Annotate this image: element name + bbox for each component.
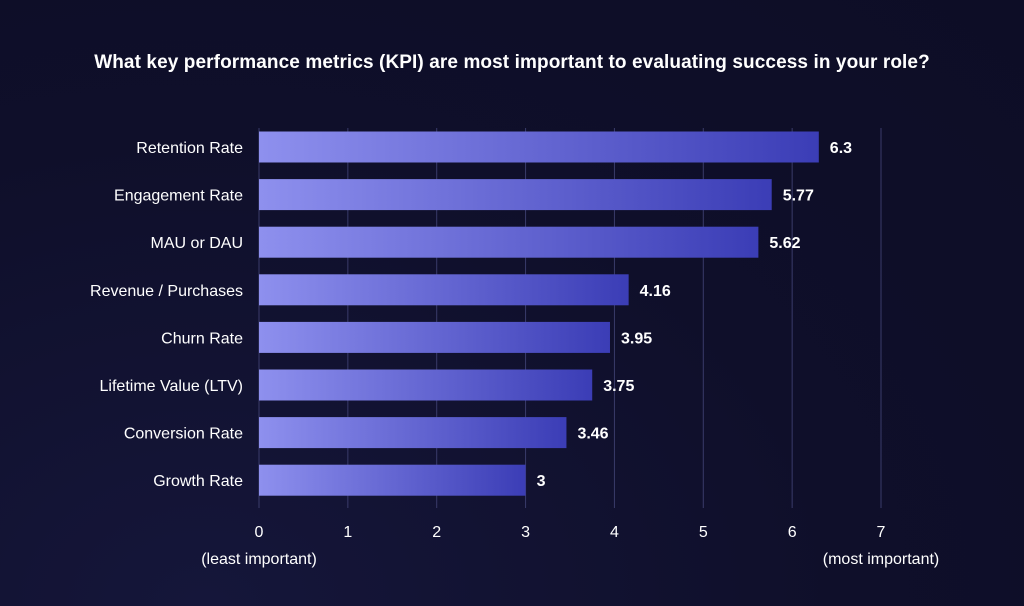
x-tick-label: 6 — [788, 524, 797, 541]
value-label: 6.3 — [830, 140, 852, 157]
bar — [259, 226, 759, 258]
x-tick-label: 2 — [432, 524, 441, 541]
category-label: Engagement Rate — [114, 188, 243, 205]
bar — [259, 274, 629, 306]
x-tick-label: 3 — [521, 524, 530, 541]
category-label: Growth Rate — [153, 473, 243, 490]
x-tick-label: 0 — [255, 524, 264, 541]
x-tick-label: 7 — [877, 524, 886, 541]
category-label: Retention Rate — [136, 140, 243, 157]
category-label: Revenue / Purchases — [90, 283, 243, 300]
category-label: Churn Rate — [161, 330, 243, 347]
x-tick-label: 5 — [699, 524, 708, 541]
x-min-label: (least important) — [201, 551, 317, 568]
value-label: 3.75 — [603, 378, 634, 395]
value-label: 3.95 — [621, 330, 652, 347]
bar — [259, 321, 610, 353]
category-label: Conversion Rate — [124, 426, 243, 443]
chart-title: What key performance metrics (KPI) are m… — [94, 52, 930, 73]
bar — [259, 131, 819, 163]
bar — [259, 417, 567, 449]
x-max-label: (most important) — [823, 551, 939, 568]
x-tick-label: 1 — [343, 524, 352, 541]
bar — [259, 179, 772, 211]
category-label: MAU or DAU — [151, 235, 243, 252]
value-label: 4.16 — [640, 283, 671, 300]
category-label: Lifetime Value (LTV) — [100, 378, 243, 395]
value-label: 5.77 — [783, 188, 814, 205]
bar — [259, 464, 526, 496]
value-label: 3.46 — [577, 426, 608, 443]
value-label: 3 — [537, 473, 546, 490]
value-label: 5.62 — [769, 235, 800, 252]
bar — [259, 369, 593, 401]
x-tick-label: 4 — [610, 524, 619, 541]
